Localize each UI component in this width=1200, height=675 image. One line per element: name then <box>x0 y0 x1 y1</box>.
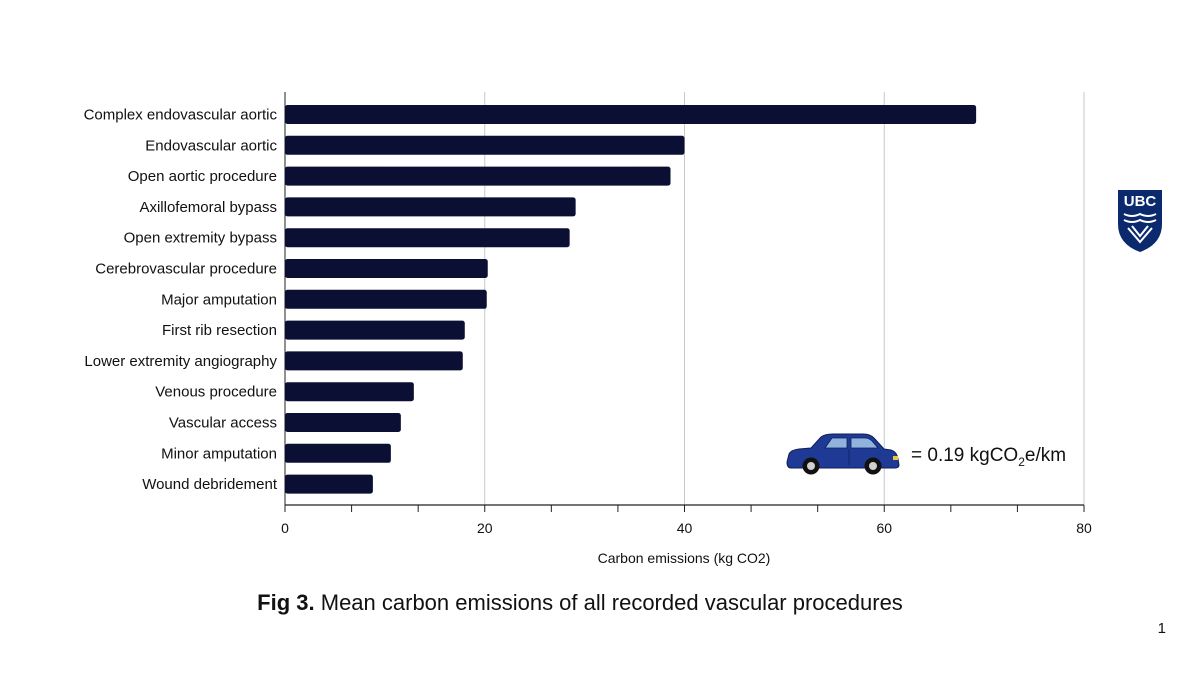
category-label: Venous procedure <box>155 384 277 401</box>
category-label: Complex endovascular aortic <box>84 107 278 124</box>
figure-caption-text: Mean carbon emissions of all recorded va… <box>314 590 903 615</box>
category-label: Vascular access <box>169 415 277 432</box>
bar <box>285 166 671 186</box>
category-label: Cerebrovascular procedure <box>95 261 277 278</box>
category-label: Endovascular aortic <box>145 137 277 154</box>
logo-text: UBC <box>1124 193 1157 210</box>
category-label: Open aortic procedure <box>128 168 277 185</box>
figure-caption: Fig 3. Mean carbon emissions of all reco… <box>0 590 1160 616</box>
bar <box>285 259 488 278</box>
car-annotation-prefix: = 0.19 kgCO <box>911 445 1018 466</box>
x-tick-label: 40 <box>677 520 693 536</box>
car-annotation-suffix: e/km <box>1025 445 1066 466</box>
bar <box>285 197 576 217</box>
bar <box>285 135 685 155</box>
category-label: Major amputation <box>161 291 277 308</box>
bar <box>285 474 373 494</box>
car-icon <box>786 433 900 475</box>
car-annotation-subscript: 2 <box>1018 455 1025 469</box>
category-label: Wound debridement <box>142 476 278 493</box>
page-number: 1 <box>1157 620 1166 637</box>
x-tick-label: 80 <box>1076 520 1092 536</box>
category-label: Minor amputation <box>161 445 277 462</box>
bar <box>285 443 391 463</box>
category-label: Lower extremity angiography <box>84 353 277 370</box>
category-labels: Complex endovascular aortic Endovascular … <box>84 107 278 494</box>
category-label: Open extremity bypass <box>124 230 277 247</box>
bar <box>285 289 487 309</box>
x-tick-label: 60 <box>876 520 892 536</box>
car-annotation: = 0.19 kgCO2e/km <box>911 445 1066 469</box>
x-tick-labels: 0 20 40 60 80 <box>281 520 1092 536</box>
x-axis-title: Carbon emissions (kg CO2) <box>598 550 771 566</box>
bar <box>285 228 570 248</box>
bar <box>285 320 465 340</box>
x-tick-label: 20 <box>477 520 493 536</box>
bar <box>285 413 401 432</box>
bar-chart: Complex endovascular aortic Endovascular … <box>84 92 1092 566</box>
figure-caption-label: Fig 3. <box>257 590 315 615</box>
bars <box>285 105 977 494</box>
category-label: First rib resection <box>162 322 277 339</box>
x-tick-label: 0 <box>281 520 289 536</box>
bar <box>285 105 977 124</box>
bar <box>285 382 414 402</box>
bar <box>285 351 463 371</box>
ubc-crest-logo: UBC <box>1118 190 1162 252</box>
category-label: Axillofemoral bypass <box>139 199 277 216</box>
